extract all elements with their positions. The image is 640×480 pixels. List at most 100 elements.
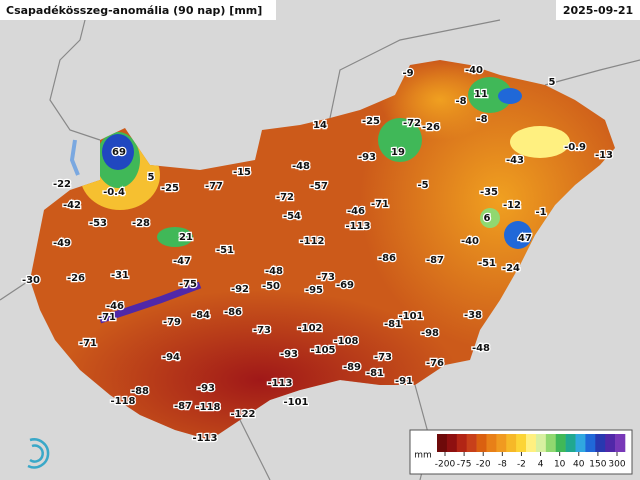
legend-swatch — [545, 434, 557, 452]
station-value: -113 — [345, 221, 370, 232]
station-value: -112 — [299, 236, 324, 247]
station-value: -101 — [283, 397, 308, 408]
legend-unit: mm — [414, 451, 432, 461]
station-value: -98 — [421, 328, 439, 339]
station-value: 14 — [313, 120, 327, 131]
legend-tick-label: -200 — [435, 460, 456, 470]
date-box — [556, 0, 640, 20]
station-value: -24 — [502, 263, 520, 274]
station-value: -92 — [231, 284, 249, 295]
station-value: -118 — [110, 396, 135, 407]
station-value: -71 — [98, 312, 116, 323]
legend-tick-label: -8 — [498, 460, 507, 470]
legend-tick-label: -75 — [457, 460, 472, 470]
station-value: -76 — [426, 358, 444, 369]
station-value: -75 — [179, 279, 197, 290]
legend-swatch — [476, 434, 487, 452]
logo — [27, 438, 50, 469]
station-value: -95 — [305, 285, 323, 296]
station-value: -73 — [374, 352, 392, 363]
station-value: -48 — [265, 266, 283, 277]
station-value: -71 — [371, 199, 389, 210]
legend-swatch — [605, 434, 616, 452]
station-value: -43 — [506, 155, 524, 166]
station-value: -40 — [461, 236, 479, 247]
station-value: -49 — [53, 238, 71, 249]
station-value: -0.9 — [564, 142, 586, 153]
station-value: -48 — [292, 161, 310, 172]
station-value: -25 — [161, 183, 179, 194]
station-value: -54 — [283, 211, 301, 222]
station-value: -31 — [111, 270, 129, 281]
station-value: -93 — [197, 383, 215, 394]
station-value: -81 — [384, 319, 402, 330]
station-value: -50 — [262, 281, 280, 292]
legend-swatch — [446, 434, 458, 452]
legend-tick-label: 40 — [573, 460, 585, 470]
legend-tick-label: -2 — [517, 460, 526, 470]
legend-tick-label: 10 — [554, 460, 566, 470]
legend-tick-label: 4 — [538, 460, 544, 470]
station-value: -5 — [417, 180, 428, 191]
station-value: -72 — [403, 118, 421, 129]
title: Csapadékösszeg-anomália (90 nap) [mm] — [6, 4, 262, 17]
station-value: -84 — [192, 310, 210, 321]
station-value: -28 — [132, 218, 150, 229]
station-value: -51 — [478, 258, 496, 269]
station-value: -71 — [79, 338, 97, 349]
station-value: -88 — [131, 386, 149, 397]
station-value: 5 — [148, 172, 155, 183]
legend-swatch — [486, 434, 497, 452]
station-value: -22 — [53, 179, 71, 190]
station-value: -89 — [343, 362, 361, 373]
station-value: -9 — [402, 68, 413, 79]
legend-swatch — [565, 434, 576, 452]
station-value: -91 — [395, 376, 413, 387]
legend-swatch — [466, 434, 477, 452]
legend-swatch — [585, 434, 596, 452]
station-value: -57 — [310, 181, 328, 192]
station-value: -13 — [595, 150, 613, 161]
legend-swatch — [615, 434, 626, 452]
station-value: -94 — [162, 352, 180, 363]
station-value: -101 — [398, 311, 423, 322]
station-value: -25 — [362, 116, 380, 127]
station-value: -48 — [472, 343, 490, 354]
legend-swatch — [496, 434, 507, 452]
station-value: -87 — [426, 255, 444, 266]
station-value: -8 — [476, 114, 487, 125]
station-value: -93 — [358, 152, 376, 163]
station-value: 11 — [474, 89, 488, 100]
station-value: -15 — [233, 167, 251, 178]
station-value: -26 — [422, 122, 440, 133]
legend-swatch — [506, 434, 517, 452]
station-value: -81 — [366, 368, 384, 379]
station-value: 47 — [518, 233, 532, 244]
station-value: -86 — [378, 253, 396, 264]
station-value: -77 — [205, 181, 223, 192]
station-value: -30 — [22, 275, 40, 286]
station-value: -51 — [216, 245, 234, 256]
legend-swatch — [575, 434, 586, 452]
station-value: -47 — [173, 256, 191, 267]
station-value: -108 — [333, 336, 358, 347]
station-value: -69 — [336, 280, 354, 291]
station-value: -1 — [535, 207, 546, 218]
legend-swatch — [535, 434, 547, 452]
legend-swatch — [516, 434, 527, 452]
legend-swatch — [456, 434, 467, 452]
legend-swatch — [595, 434, 606, 452]
station-value: -8 — [455, 96, 466, 107]
station-value: -35 — [480, 187, 498, 198]
station-value: 5 — [549, 77, 556, 88]
station-value: -72 — [276, 192, 294, 203]
station-value: -122 — [230, 409, 255, 420]
station-value: 69 — [112, 147, 126, 158]
legend-tick-label: 300 — [608, 460, 625, 470]
date: 2025-09-21 — [563, 4, 633, 17]
station-value: -46 — [347, 206, 365, 217]
legend-swatch — [526, 434, 537, 452]
lake — [69, 139, 80, 176]
